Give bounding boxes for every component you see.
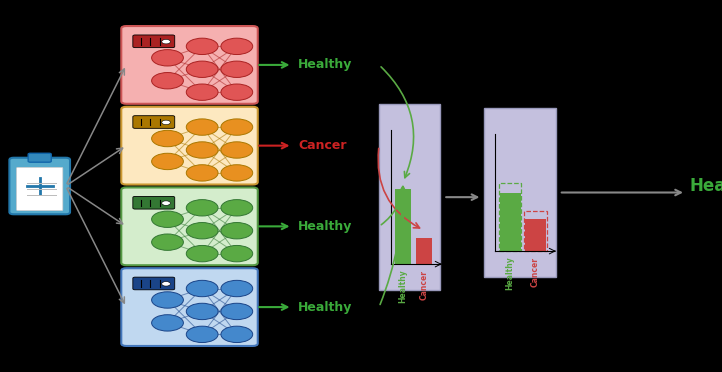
FancyBboxPatch shape bbox=[121, 187, 258, 265]
Circle shape bbox=[186, 61, 218, 77]
Text: Cancer: Cancer bbox=[419, 270, 428, 300]
Circle shape bbox=[152, 315, 183, 331]
Circle shape bbox=[152, 49, 183, 66]
Circle shape bbox=[186, 142, 218, 158]
Circle shape bbox=[186, 326, 218, 343]
Bar bbox=[525, 219, 546, 251]
FancyBboxPatch shape bbox=[17, 167, 63, 211]
FancyBboxPatch shape bbox=[28, 153, 51, 162]
Circle shape bbox=[162, 120, 170, 125]
Circle shape bbox=[221, 222, 253, 239]
Bar bbox=[499, 183, 521, 251]
Circle shape bbox=[221, 142, 253, 158]
Circle shape bbox=[162, 39, 170, 44]
Circle shape bbox=[152, 130, 183, 147]
Circle shape bbox=[186, 280, 218, 297]
Circle shape bbox=[221, 246, 253, 262]
Text: Healthy: Healthy bbox=[399, 270, 407, 304]
Circle shape bbox=[162, 282, 170, 286]
Circle shape bbox=[152, 73, 183, 89]
Circle shape bbox=[221, 119, 253, 135]
Circle shape bbox=[221, 303, 253, 320]
Circle shape bbox=[152, 234, 183, 250]
Text: Healthy: Healthy bbox=[298, 58, 352, 71]
Text: Cancer: Cancer bbox=[531, 257, 540, 287]
Circle shape bbox=[186, 119, 218, 135]
FancyBboxPatch shape bbox=[133, 35, 175, 48]
Bar bbox=[500, 193, 521, 251]
Circle shape bbox=[221, 84, 253, 100]
Text: Healthy: Healthy bbox=[505, 257, 515, 291]
Text: Healthy: Healthy bbox=[690, 177, 722, 195]
Circle shape bbox=[186, 246, 218, 262]
FancyBboxPatch shape bbox=[121, 26, 258, 104]
Bar bbox=[524, 211, 547, 251]
Circle shape bbox=[186, 200, 218, 216]
Bar bbox=[395, 189, 412, 264]
Circle shape bbox=[162, 201, 170, 205]
FancyBboxPatch shape bbox=[9, 158, 70, 214]
Circle shape bbox=[186, 303, 218, 320]
Circle shape bbox=[221, 326, 253, 343]
Circle shape bbox=[221, 38, 253, 55]
Text: Healthy: Healthy bbox=[298, 301, 352, 314]
FancyBboxPatch shape bbox=[133, 116, 175, 128]
Circle shape bbox=[152, 211, 183, 227]
FancyBboxPatch shape bbox=[484, 108, 556, 277]
Circle shape bbox=[221, 200, 253, 216]
Text: Healthy: Healthy bbox=[298, 220, 352, 233]
FancyBboxPatch shape bbox=[379, 104, 440, 290]
Circle shape bbox=[152, 292, 183, 308]
Circle shape bbox=[221, 165, 253, 181]
Circle shape bbox=[221, 280, 253, 297]
Circle shape bbox=[186, 84, 218, 100]
FancyBboxPatch shape bbox=[133, 277, 175, 290]
Circle shape bbox=[186, 222, 218, 239]
FancyBboxPatch shape bbox=[133, 196, 175, 209]
Text: Cancer: Cancer bbox=[298, 139, 347, 152]
Circle shape bbox=[152, 153, 183, 170]
Circle shape bbox=[186, 38, 218, 55]
FancyBboxPatch shape bbox=[121, 107, 258, 185]
FancyBboxPatch shape bbox=[121, 268, 258, 346]
Bar bbox=[416, 238, 432, 264]
Circle shape bbox=[221, 61, 253, 77]
Circle shape bbox=[186, 165, 218, 181]
